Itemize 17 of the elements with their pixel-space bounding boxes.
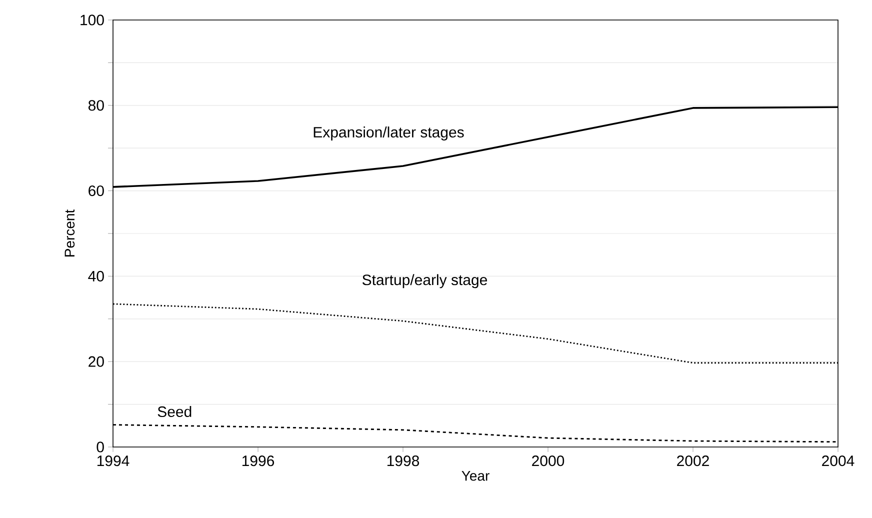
x-tick-label: 1998 bbox=[387, 456, 420, 466]
y-axis-title: Percent bbox=[64, 209, 75, 256]
x-tick-label: 2000 bbox=[532, 456, 564, 466]
y-tick-label: 20 bbox=[88, 356, 104, 367]
y-tick-label: 100 bbox=[80, 14, 104, 26]
x-tick-label: 1996 bbox=[242, 456, 274, 466]
x-tick-label: 2002 bbox=[677, 456, 709, 466]
y-tick-label: 0 bbox=[96, 442, 104, 452]
x-tick-label: 1994 bbox=[97, 456, 130, 466]
y-tick-label: 80 bbox=[88, 100, 104, 111]
x-axis-title: Year bbox=[462, 471, 490, 481]
series-label: Seed bbox=[158, 406, 192, 418]
x-tick-label: 2004 bbox=[822, 456, 854, 466]
y-tick-label: 40 bbox=[88, 270, 104, 282]
series-label: Startup/early stage bbox=[362, 274, 488, 288]
series-label: Expansion/later stages bbox=[314, 126, 464, 140]
y-tick-label: 60 bbox=[88, 185, 104, 196]
